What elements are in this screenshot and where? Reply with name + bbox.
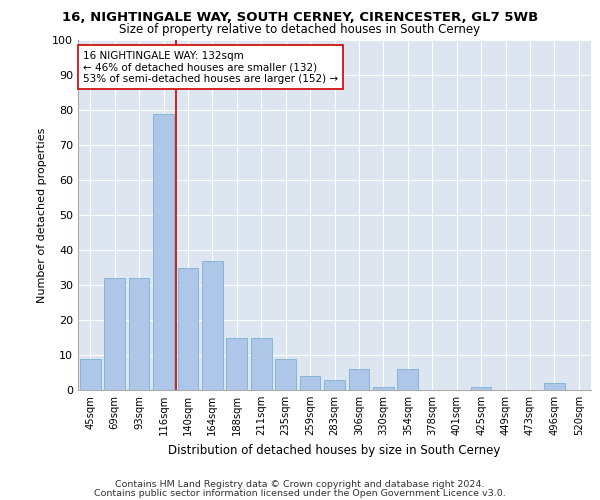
Bar [80, 358, 101, 390]
Bar [275, 358, 296, 390]
Bar [544, 383, 565, 390]
X-axis label: Distribution of detached houses by size in South Cerney: Distribution of detached houses by size … [169, 444, 500, 456]
Text: 16, NIGHTINGALE WAY, SOUTH CERNEY, CIRENCESTER, GL7 5WB: 16, NIGHTINGALE WAY, SOUTH CERNEY, CIREN… [62, 11, 538, 24]
Bar [202, 260, 223, 390]
Bar [349, 369, 370, 390]
Bar [104, 278, 125, 390]
Bar [128, 278, 149, 390]
Bar [251, 338, 272, 390]
Bar [397, 369, 418, 390]
Text: Size of property relative to detached houses in South Cerney: Size of property relative to detached ho… [119, 22, 481, 36]
Bar [178, 268, 199, 390]
Bar [324, 380, 345, 390]
Bar [373, 386, 394, 390]
Bar [226, 338, 247, 390]
Bar [153, 114, 174, 390]
Text: 16 NIGHTINGALE WAY: 132sqm
← 46% of detached houses are smaller (132)
53% of sem: 16 NIGHTINGALE WAY: 132sqm ← 46% of deta… [83, 50, 338, 84]
Y-axis label: Number of detached properties: Number of detached properties [37, 128, 47, 302]
Bar [470, 386, 491, 390]
Text: Contains public sector information licensed under the Open Government Licence v3: Contains public sector information licen… [94, 488, 506, 498]
Bar [299, 376, 320, 390]
Text: Contains HM Land Registry data © Crown copyright and database right 2024.: Contains HM Land Registry data © Crown c… [115, 480, 485, 489]
